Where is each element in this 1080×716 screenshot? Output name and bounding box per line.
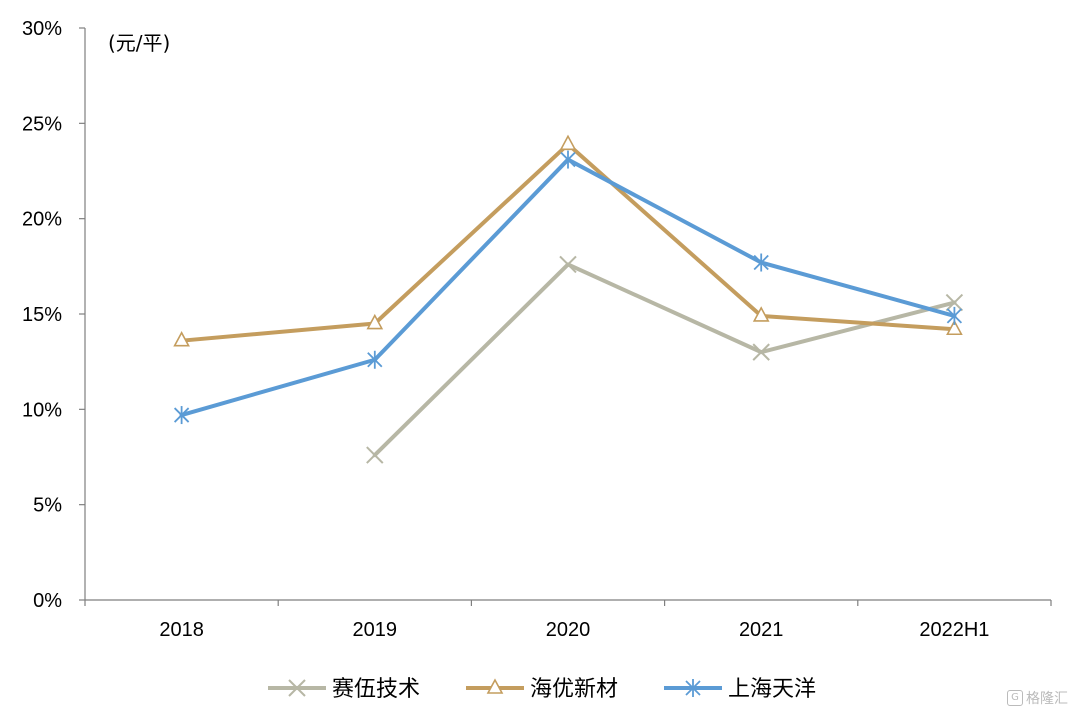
x-tick-label: 2019	[353, 619, 398, 641]
watermark-text: 格隆汇	[1026, 691, 1068, 707]
data-point-marker	[173, 331, 190, 347]
x-tick-label: 2020	[546, 619, 591, 641]
y-tick-label: 30%	[22, 18, 62, 40]
series-line-1	[372, 262, 957, 458]
data-point-marker	[945, 293, 964, 312]
data-point-marker	[366, 446, 384, 464]
legend-label: 赛伍技术	[332, 677, 420, 702]
axes: 0% 5% 10% 15% 20% 25% 30% 2018 2019 2020 2021 2022H…	[22, 18, 1052, 641]
data-point-marker	[367, 350, 383, 369]
y-tick-label: 10%	[22, 399, 62, 421]
y-tick-label: 0%	[33, 590, 62, 612]
legend: 赛伍技术 海优新材 上海天洋	[268, 677, 816, 702]
y-tick-label: 15%	[22, 304, 62, 326]
data-point-marker	[753, 253, 769, 272]
legend-marker	[288, 679, 306, 697]
watermark-logo-icon: G	[1007, 690, 1023, 706]
data-point-marker	[946, 306, 963, 325]
series-layer	[173, 134, 964, 464]
y-tick-label: 5%	[33, 495, 62, 517]
data-point-marker	[946, 319, 963, 336]
data-point-marker	[559, 134, 577, 151]
legend-item: 赛伍技术	[268, 677, 420, 702]
watermark: G 格隆汇	[1007, 688, 1068, 708]
legend-label: 上海天洋	[728, 677, 816, 702]
series-line-2	[179, 142, 957, 343]
series-line-3	[179, 157, 957, 418]
data-point-marker	[560, 150, 576, 169]
unit-label: (元/平)	[108, 31, 170, 55]
x-tick-label: 2022H1	[919, 619, 989, 641]
legend-item: 上海天洋	[664, 677, 816, 702]
x-tick-label: 2018	[159, 619, 204, 641]
y-tick-label: 25%	[22, 113, 62, 135]
legend-item: 海优新材	[466, 677, 618, 702]
data-point-marker	[559, 255, 577, 274]
data-point-marker	[752, 343, 770, 361]
data-point-marker	[752, 306, 770, 322]
legend-label: 海优新材	[530, 677, 618, 702]
y-tick-label: 20%	[22, 209, 62, 231]
legend-marker	[685, 679, 701, 697]
legend-marker	[486, 678, 504, 694]
x-tick-label: 2021	[739, 619, 784, 641]
data-point-marker	[173, 406, 190, 425]
data-point-marker	[366, 313, 384, 330]
